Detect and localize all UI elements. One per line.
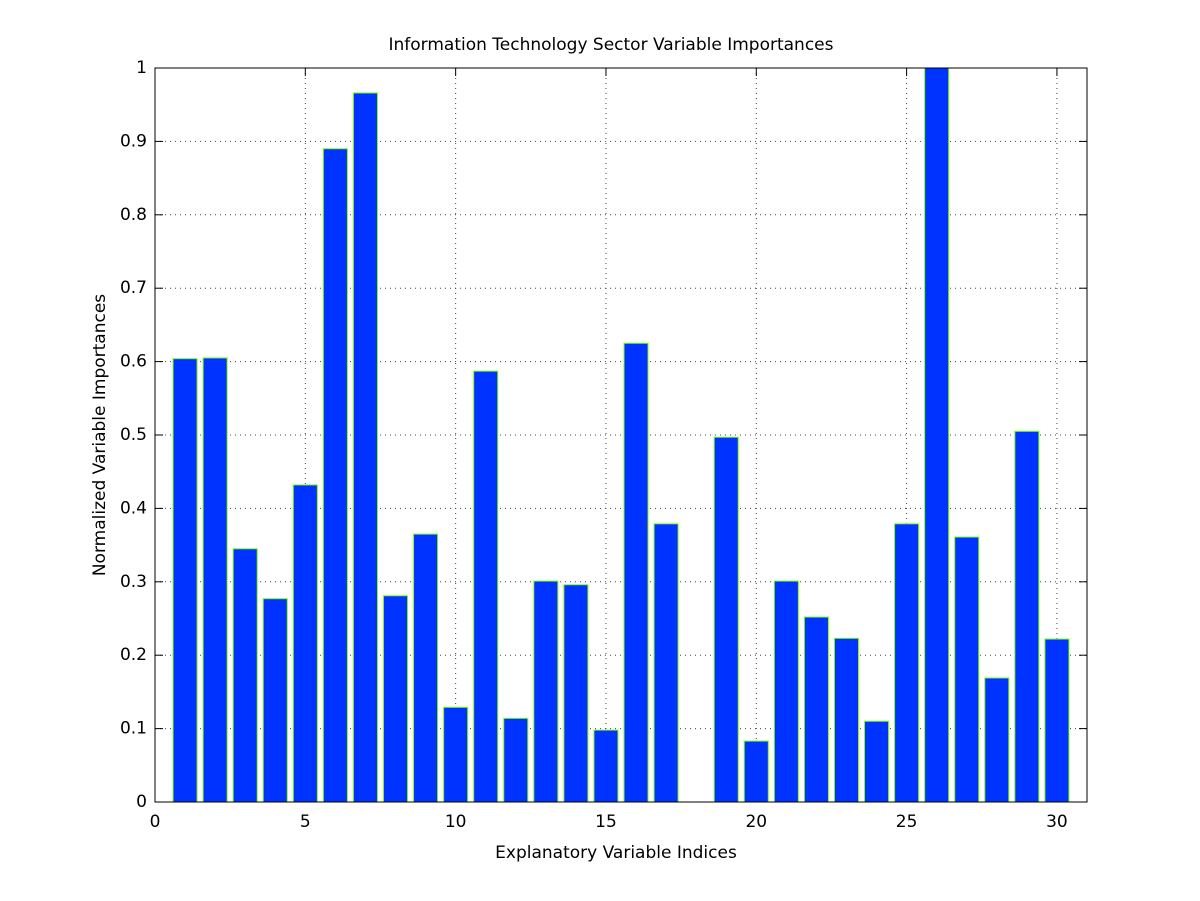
bar <box>864 720 890 803</box>
plot-frame <box>154 67 1088 803</box>
bar <box>232 548 258 803</box>
bar <box>172 358 198 803</box>
bar <box>803 616 829 803</box>
bar <box>443 706 469 803</box>
bar <box>743 740 769 803</box>
bar <box>954 536 980 803</box>
bar <box>924 67 950 803</box>
bar <box>773 580 799 803</box>
y-tick-label: 0.1 <box>120 719 147 739</box>
y-tick-label: 0.5 <box>120 425 147 445</box>
bar <box>713 436 739 803</box>
x-tick-label: 5 <box>300 812 311 832</box>
y-tick-label: 0.7 <box>120 278 147 298</box>
y-tick-label: 0.8 <box>120 205 147 225</box>
x-tick-label: 10 <box>445 812 467 832</box>
bar <box>322 148 348 803</box>
y-tick-label: 0.9 <box>120 131 147 151</box>
bar <box>563 584 589 803</box>
bar <box>984 677 1010 803</box>
bar <box>653 523 679 803</box>
bar <box>262 598 288 803</box>
bar <box>623 342 649 803</box>
x-tick-label: 15 <box>595 812 617 832</box>
y-tick-label: 0.6 <box>120 352 147 372</box>
bar <box>202 357 228 803</box>
x-tick-label: 25 <box>896 812 918 832</box>
bar <box>833 637 860 803</box>
y-tick-label: 0.3 <box>120 572 147 592</box>
chart-title: Information Technology Sector Variable I… <box>388 35 833 55</box>
x-tick-label: 20 <box>745 812 767 832</box>
y-axis-label: Normalized Variable Importances <box>90 294 110 576</box>
bar <box>1044 638 1070 803</box>
y-tick-label: 1 <box>136 58 147 78</box>
y-tick-label: 0.4 <box>120 498 147 518</box>
bar <box>593 729 619 803</box>
bar <box>352 92 378 803</box>
x-tick-label: 30 <box>1046 812 1068 832</box>
bar <box>473 370 499 803</box>
bar <box>894 523 920 803</box>
y-tick-label: 0.2 <box>120 645 147 665</box>
y-tick-label: 0 <box>136 792 147 812</box>
bar <box>382 595 409 803</box>
x-tick-label: 0 <box>150 812 161 832</box>
x-axis-label: Explanatory Variable Indices <box>495 843 737 863</box>
bar <box>1014 430 1040 803</box>
bar <box>413 533 439 803</box>
bar <box>292 484 318 803</box>
bar <box>503 717 529 803</box>
bar <box>533 580 559 803</box>
